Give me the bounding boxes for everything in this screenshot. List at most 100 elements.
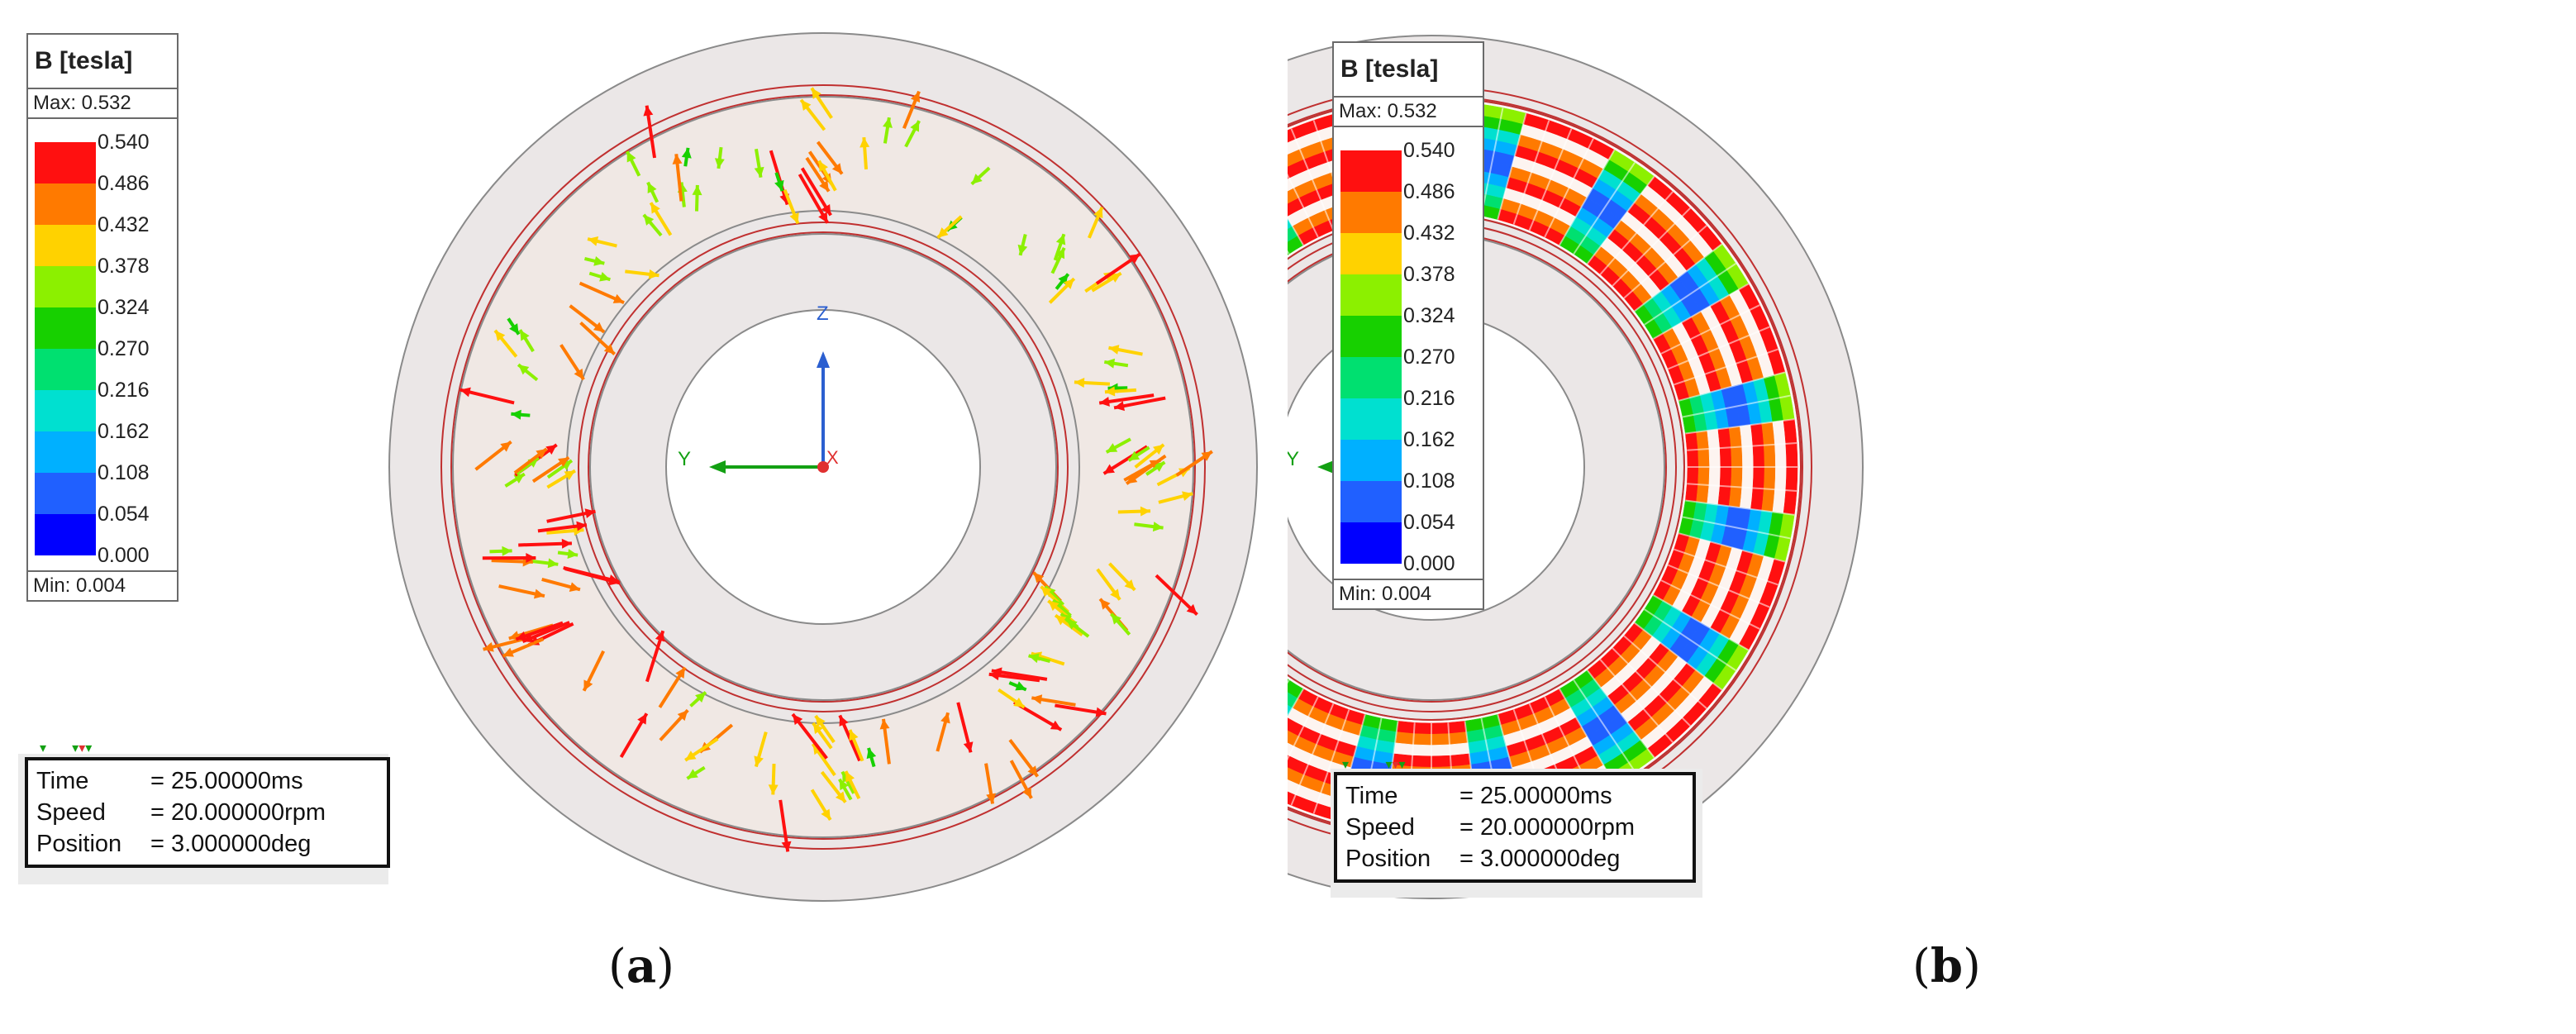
stator-inner-edge — [450, 94, 1196, 840]
contour-line — [1668, 564, 1770, 608]
info-label: Time — [36, 768, 89, 794]
legend-swatch — [35, 431, 96, 473]
flux-vector-head — [910, 91, 921, 103]
legend-tick: 0.378 — [98, 255, 150, 278]
flux-vector-field — [459, 87, 1213, 852]
contour-line — [1288, 173, 1319, 238]
flux-vector-head — [509, 323, 519, 335]
flux-vector-head — [1017, 244, 1028, 255]
caption-a: (a) — [608, 939, 674, 993]
info-value: = 20.000000rpm — [150, 799, 326, 826]
legend-tick: 0.378 — [1403, 263, 1455, 286]
flux-vector-head — [626, 151, 636, 163]
legend-swatch — [35, 514, 96, 555]
contour-line — [1687, 442, 1797, 451]
contour-line — [1674, 548, 1778, 586]
flux-vector-head — [1028, 653, 1040, 664]
legend-tick: 0.162 — [1403, 428, 1455, 451]
contour-line — [1652, 594, 1750, 651]
legend-ticks-b: 0.540 0.486 0.432 0.378 0.324 0.270 0.21… — [1403, 140, 1455, 594]
caption-paren: ) — [656, 940, 675, 993]
flux-vector-head — [1033, 572, 1045, 584]
flux-vector-head — [502, 546, 512, 556]
flux-vector-head — [1022, 787, 1032, 798]
flux-contour-cell — [1288, 791, 1296, 806]
flux-vector-head — [1111, 613, 1121, 625]
flux-vector-head — [940, 712, 950, 724]
flux-vector-head — [1126, 474, 1138, 484]
flux-vector-head — [567, 549, 579, 559]
flux-vector-head — [1186, 603, 1198, 615]
info-value: = 20.000000rpm — [1459, 814, 1636, 841]
flux-vector-head — [516, 631, 527, 641]
flux-vector-head — [1140, 506, 1151, 517]
view-triad-marks-a: ▾ ▾▾▾ — [40, 741, 93, 755]
flux-vector-head — [502, 647, 514, 657]
contour-line — [1559, 688, 1616, 785]
legend-tick: 0.270 — [98, 337, 150, 360]
flux-vector-head — [545, 445, 557, 455]
contour-line — [1288, 688, 1304, 718]
info-label: Speed — [36, 799, 106, 826]
contour-line — [1528, 128, 1573, 231]
legend-min-a: Min: 0.004 — [28, 570, 177, 600]
legend-max-a: Max: 0.532 — [28, 89, 177, 119]
flux-vector-head — [1040, 586, 1052, 598]
flux-vector-head — [1108, 345, 1120, 355]
legend-swatches-b — [1340, 150, 1402, 564]
field-plot-a: Z Y X — [388, 32, 1258, 902]
contour-line — [1644, 608, 1736, 671]
flux-vector-head — [1104, 386, 1116, 397]
flux-vector-head — [1027, 765, 1038, 777]
caption-paren: ) — [1963, 940, 1981, 993]
flux-vector-head — [879, 718, 890, 730]
flux-vector-head — [1063, 279, 1074, 289]
flux-vector-head — [812, 88, 821, 99]
flux-vector-head — [648, 269, 659, 279]
legend-tick: 0.324 — [98, 296, 150, 319]
flux-vector-head — [672, 154, 683, 164]
y-axis-arrowhead — [1317, 460, 1334, 474]
flux-vector-head — [1095, 707, 1107, 717]
flux-vector-head — [1114, 401, 1125, 412]
contour-line — [1573, 162, 1636, 255]
flux-vector-head — [593, 256, 605, 266]
contour-line — [1652, 283, 1750, 340]
legend-title-b: B [tesla] — [1334, 43, 1483, 98]
flux-vector-head — [1154, 462, 1165, 472]
flux-vector-head — [1104, 358, 1116, 369]
flux-vector-head — [818, 212, 828, 223]
flux-vector-head — [573, 526, 584, 536]
legend-tick: 0.000 — [1403, 552, 1455, 575]
legend-swatch — [1340, 233, 1402, 274]
flux-vector-head — [839, 715, 849, 727]
flux-vector-head — [812, 722, 823, 735]
legend-swatch — [35, 225, 96, 266]
legend-tick: 0.432 — [98, 213, 150, 236]
contour-line — [1586, 175, 1655, 264]
contour-line — [1660, 579, 1760, 630]
flux-vector-head — [637, 713, 647, 725]
flux-vector-head — [801, 99, 812, 111]
flux-vector-head — [518, 365, 530, 375]
info-time-row: Time = 25.00000ms — [36, 765, 379, 797]
legend-tick: 0.486 — [1403, 180, 1455, 203]
legend-swatch — [1340, 150, 1402, 192]
flux-vector-head — [520, 330, 530, 341]
flux-vector-head — [603, 343, 615, 355]
contour-line — [1682, 516, 1791, 540]
flux-vector-head — [1124, 579, 1136, 590]
legend-tick: 0.486 — [98, 172, 150, 195]
flux-vector-head — [910, 121, 920, 132]
legend-swatch — [35, 473, 96, 514]
flux-vector-head — [1015, 681, 1026, 691]
flux-vector-head — [609, 575, 621, 586]
flux-vector-head — [588, 236, 599, 246]
legend-swatch — [35, 349, 96, 390]
y-axis-arrowhead — [709, 460, 726, 474]
info-value: = 25.00000ms — [1459, 783, 1612, 809]
flux-vector-head — [768, 784, 779, 795]
legend-title-a: B [tesla] — [28, 35, 177, 89]
flux-vector-head — [599, 272, 611, 282]
flux-vector-head — [612, 293, 625, 303]
